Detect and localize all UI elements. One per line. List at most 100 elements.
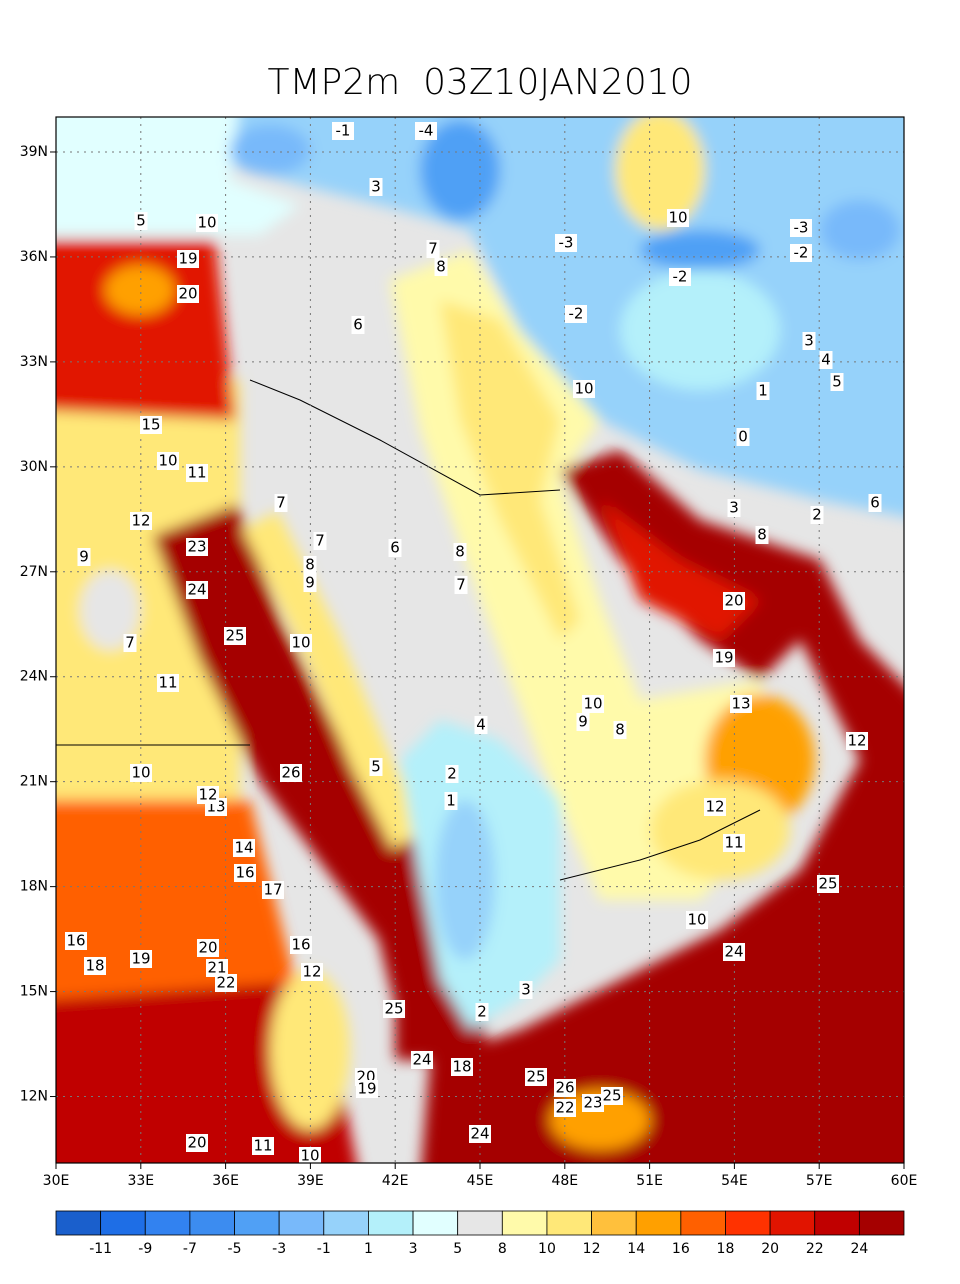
contour-label-box [736, 428, 750, 446]
contour-label-box [723, 834, 745, 852]
contour-label-box [565, 305, 587, 323]
contour-label-box [157, 452, 179, 470]
contour-label-box [262, 881, 284, 899]
colorbar-label: 1 [364, 1241, 373, 1257]
contour-label: 5 [371, 758, 381, 776]
contour-label: 8 [305, 556, 315, 574]
y-tick-label: 39N [20, 144, 48, 160]
colorbar-label: -7 [183, 1241, 197, 1257]
contour-label: 10 [687, 911, 706, 929]
contour-label: 19 [357, 1080, 376, 1098]
contour-label-box [555, 234, 577, 252]
contour-label: 12 [198, 786, 217, 804]
contour-label-box [274, 494, 288, 512]
contour-label: 10 [197, 214, 216, 232]
contour-label-box [332, 122, 354, 140]
contour-label: 23 [583, 1094, 602, 1112]
contour-label: 0 [738, 428, 748, 446]
contour-label: 9 [305, 574, 315, 592]
contour-label: 23 [187, 538, 206, 556]
colorbar-swatch [546, 1210, 592, 1236]
contour-label: 14 [234, 839, 253, 857]
contour-label-box [755, 526, 769, 544]
contour-label: 24 [187, 581, 206, 599]
contour-label: 10 [668, 209, 687, 227]
contour-label-box [177, 285, 199, 303]
contour-label: 3 [804, 332, 814, 350]
contour-label: 3 [371, 178, 381, 196]
contour-label-box [290, 634, 312, 652]
contour-label: 8 [615, 721, 625, 739]
contour-label: 10 [574, 380, 593, 398]
contour-label: 16 [291, 936, 310, 954]
contour-label: 8 [436, 258, 446, 276]
contour-label: 10 [158, 452, 177, 470]
contour-label-box [723, 943, 745, 961]
contour-label-box [369, 178, 383, 196]
colorbar-swatch [858, 1210, 905, 1236]
contour-label: 7 [315, 532, 325, 550]
contour-label: 6 [870, 494, 880, 512]
contour-label-box [454, 576, 468, 594]
contour-label-box [197, 939, 219, 957]
x-tick-label: 45E [467, 1173, 494, 1189]
contour-label-box [84, 957, 106, 975]
contour-label-box [123, 634, 137, 652]
contour-label-box [186, 538, 208, 556]
colorbar-swatch [591, 1210, 637, 1236]
contour-label-box [415, 122, 437, 140]
contour-label-box [388, 539, 402, 557]
contour-label: 16 [235, 864, 254, 882]
contour-label-box [206, 959, 228, 977]
contour-label: 2 [812, 506, 822, 524]
contour-label: 18 [85, 957, 104, 975]
contour-label: 20 [187, 1134, 206, 1152]
contour-label-box [303, 574, 317, 592]
contour-label: 9 [578, 713, 588, 731]
contour-label: 26 [555, 1079, 574, 1097]
contour-label: -1 [336, 122, 351, 140]
contour-label: 1 [446, 792, 456, 810]
contour-label: 8 [757, 526, 767, 544]
colorbar-label: 22 [806, 1241, 824, 1257]
contour-labels: -1 -435 101920678-3-2-2-3-2103451010151011… [65, 122, 882, 1165]
map-title: TMP2m 03Z10JAN2010 [267, 62, 692, 103]
colorbar-label: 20 [761, 1241, 779, 1257]
contour-label-box [301, 963, 323, 981]
contour-label-box [299, 1147, 321, 1165]
contour-label: -2 [673, 268, 688, 286]
contour-label: 13 [731, 695, 750, 713]
contour-label-box [130, 512, 152, 530]
contour-label: 20 [178, 285, 197, 303]
contour-label: 16 [66, 932, 85, 950]
contour-label: 25 [384, 1000, 403, 1018]
contour-label-box [713, 649, 735, 667]
contour-label: 3 [521, 981, 531, 999]
contour-label-box [830, 373, 844, 391]
contour-label: 1 [758, 382, 768, 400]
contour-label: 2 [477, 1003, 487, 1021]
contour-label-box [134, 212, 148, 230]
contour-label-box [582, 695, 604, 713]
contour-label-box [383, 1000, 405, 1018]
contour-label-box [453, 543, 467, 561]
colorbar-swatch [368, 1210, 414, 1236]
contour-label-box [313, 532, 327, 550]
contour-label: 2 [447, 765, 457, 783]
contour-label-box [582, 1094, 604, 1112]
contour-label: 26 [281, 764, 300, 782]
colorbar-label: 8 [498, 1241, 507, 1257]
contour-label-box [554, 1079, 576, 1097]
contour-label: 21 [207, 959, 226, 977]
contour-label-box [474, 716, 488, 734]
x-tick-label: 33E [127, 1173, 154, 1189]
contour-label-box [846, 732, 868, 750]
contour-label-box [554, 1099, 576, 1117]
y-tick-label: 30N [20, 459, 48, 475]
contour-label: 22 [216, 974, 235, 992]
contour-label: 11 [187, 464, 206, 482]
contour-label-box [819, 351, 833, 369]
contour-label: 4 [821, 351, 831, 369]
colorbar-label: 18 [717, 1241, 735, 1257]
